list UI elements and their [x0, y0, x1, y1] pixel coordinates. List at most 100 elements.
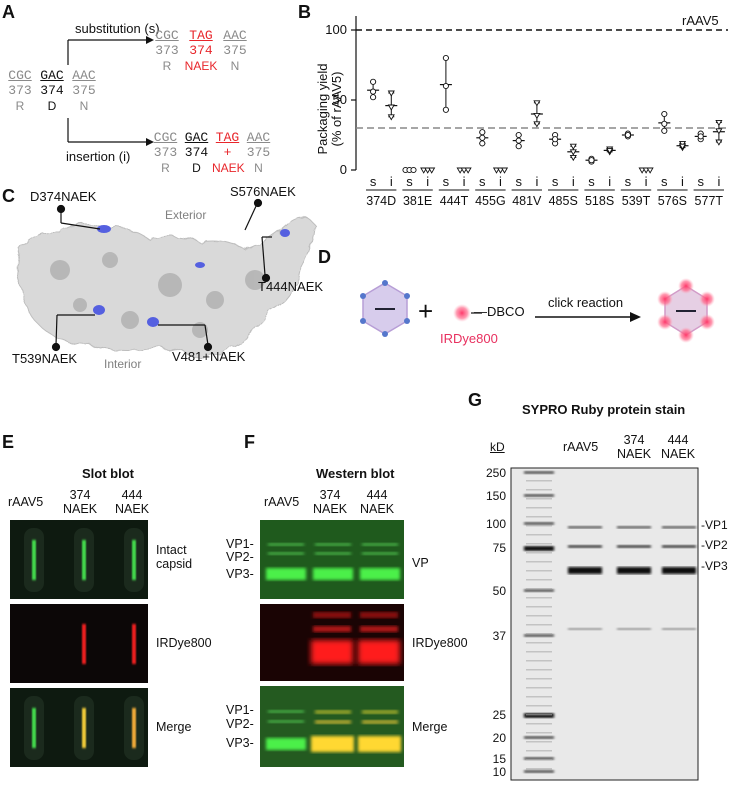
gel-band: [617, 545, 651, 548]
sublabel: s: [370, 174, 377, 189]
origin-codon-2: AAC: [72, 68, 96, 83]
insertion-codon-1: GAC: [184, 130, 209, 145]
f-band-vp1-top: VP1-: [226, 537, 254, 551]
e-lane-3: 444 NAEK: [115, 488, 150, 516]
data-point-group: [603, 146, 616, 156]
data-point: [569, 143, 577, 150]
sublabel: i: [608, 174, 611, 189]
data-point-group: [476, 129, 489, 147]
e-row-2: IRDye800: [156, 636, 212, 650]
sypro-title: SYPRO Ruby protein stain: [522, 402, 686, 417]
data-point-group: [492, 167, 509, 174]
insertion-aa-0: R: [161, 161, 170, 175]
label-t444naek: T444NAEK: [258, 279, 324, 294]
ladder-smear: [526, 759, 552, 761]
data-point: [370, 78, 377, 85]
data-point: [533, 112, 541, 120]
data-point-group: [530, 100, 543, 128]
insertion-codon-0: CGC: [153, 130, 178, 145]
origin-aa-0: R: [15, 99, 25, 113]
ladder-band: [524, 770, 554, 773]
gel-band: [617, 628, 651, 630]
data-point-group: [567, 143, 580, 162]
sublabel: i: [499, 174, 502, 189]
kd-label: kD: [490, 440, 505, 454]
data-point-group: [638, 167, 654, 174]
data-point-group: [402, 166, 417, 174]
substitution-number-0: 373: [155, 43, 179, 58]
gel-band: [568, 628, 602, 630]
data-point: [678, 143, 687, 150]
sublabel: s: [625, 174, 632, 189]
ladder-smear: [526, 615, 552, 617]
f-band-vp3-merge: VP3-: [226, 736, 254, 750]
panel-label-a: A: [2, 2, 15, 22]
group-label: 481V: [512, 194, 542, 208]
ladder-smear: [526, 624, 552, 626]
label-interior: Interior: [104, 357, 142, 371]
ladder-smear: [526, 705, 552, 707]
sublabel: i: [390, 174, 393, 189]
data-point: [464, 167, 472, 174]
marker-label-100: 100: [485, 517, 506, 531]
click-reaction-diagram: [360, 278, 715, 343]
origin-codon-1: GAC: [40, 68, 64, 83]
panel-label-g: G: [468, 390, 483, 410]
ladder-band: [524, 494, 554, 497]
data-point: [715, 119, 723, 127]
substitution-label: substitution (s): [75, 21, 160, 36]
f-lane-1: rAAV5: [264, 495, 300, 509]
insertion-label: insertion (i): [66, 149, 131, 164]
sublabel: i: [717, 174, 720, 189]
gel-band: [617, 526, 651, 529]
marker-label-25: 25: [492, 708, 506, 722]
data-point: [387, 104, 395, 111]
gel-band: [662, 628, 696, 630]
data-point: [715, 139, 723, 146]
gel-band: [568, 545, 602, 548]
data-point: [569, 149, 577, 156]
e-lane-2: 374 NAEK: [63, 488, 98, 516]
data-point-group: [439, 54, 452, 113]
substitution-number-2: 375: [223, 43, 247, 58]
label-t539naek: T539NAEK: [12, 351, 78, 366]
origin-codon-0: CGC: [8, 68, 32, 83]
group-label: 381E: [403, 194, 432, 208]
data-point-group: [694, 130, 707, 143]
origin-aa-2: N: [79, 99, 89, 113]
ladder-smear: [526, 651, 552, 653]
f-lane-3: 444 NAEK: [360, 488, 395, 516]
ladder-smear: [526, 750, 552, 752]
data-point-group: [456, 167, 472, 174]
ladder-band: [524, 546, 554, 551]
g-band-vp1: -VP1: [701, 518, 728, 532]
group-label: 539T: [622, 194, 651, 208]
data-point-group: [512, 131, 525, 150]
panel-label-e: E: [2, 432, 15, 452]
click-reaction-label: click reaction: [548, 295, 624, 310]
group-label: 576S: [658, 194, 687, 208]
g-lane-2: 374 NAEK: [617, 433, 652, 461]
y-tick-label: 50: [333, 92, 347, 107]
label-exterior: Exterior: [165, 208, 207, 222]
insertion-aa-1: D: [192, 161, 201, 175]
f-row-2: IRDye800: [412, 636, 468, 650]
marker-label-15: 15: [492, 752, 506, 766]
data-point: [661, 120, 668, 127]
data-point: [428, 167, 436, 174]
group-label: 444T: [440, 194, 469, 208]
sublabel: i: [426, 174, 429, 189]
data-point: [442, 82, 449, 90]
slot-blot-title: Slot blot: [82, 466, 134, 481]
origin-number-0: 373: [8, 83, 32, 98]
gel-band: [568, 526, 602, 529]
data-point-group: [658, 110, 671, 134]
ladder-smear: [526, 696, 552, 698]
data-point: [515, 137, 522, 144]
f-row-3: Merge: [412, 720, 448, 734]
insertion-aa-3: N: [254, 161, 263, 175]
insertion-number-0: 373: [153, 145, 178, 160]
